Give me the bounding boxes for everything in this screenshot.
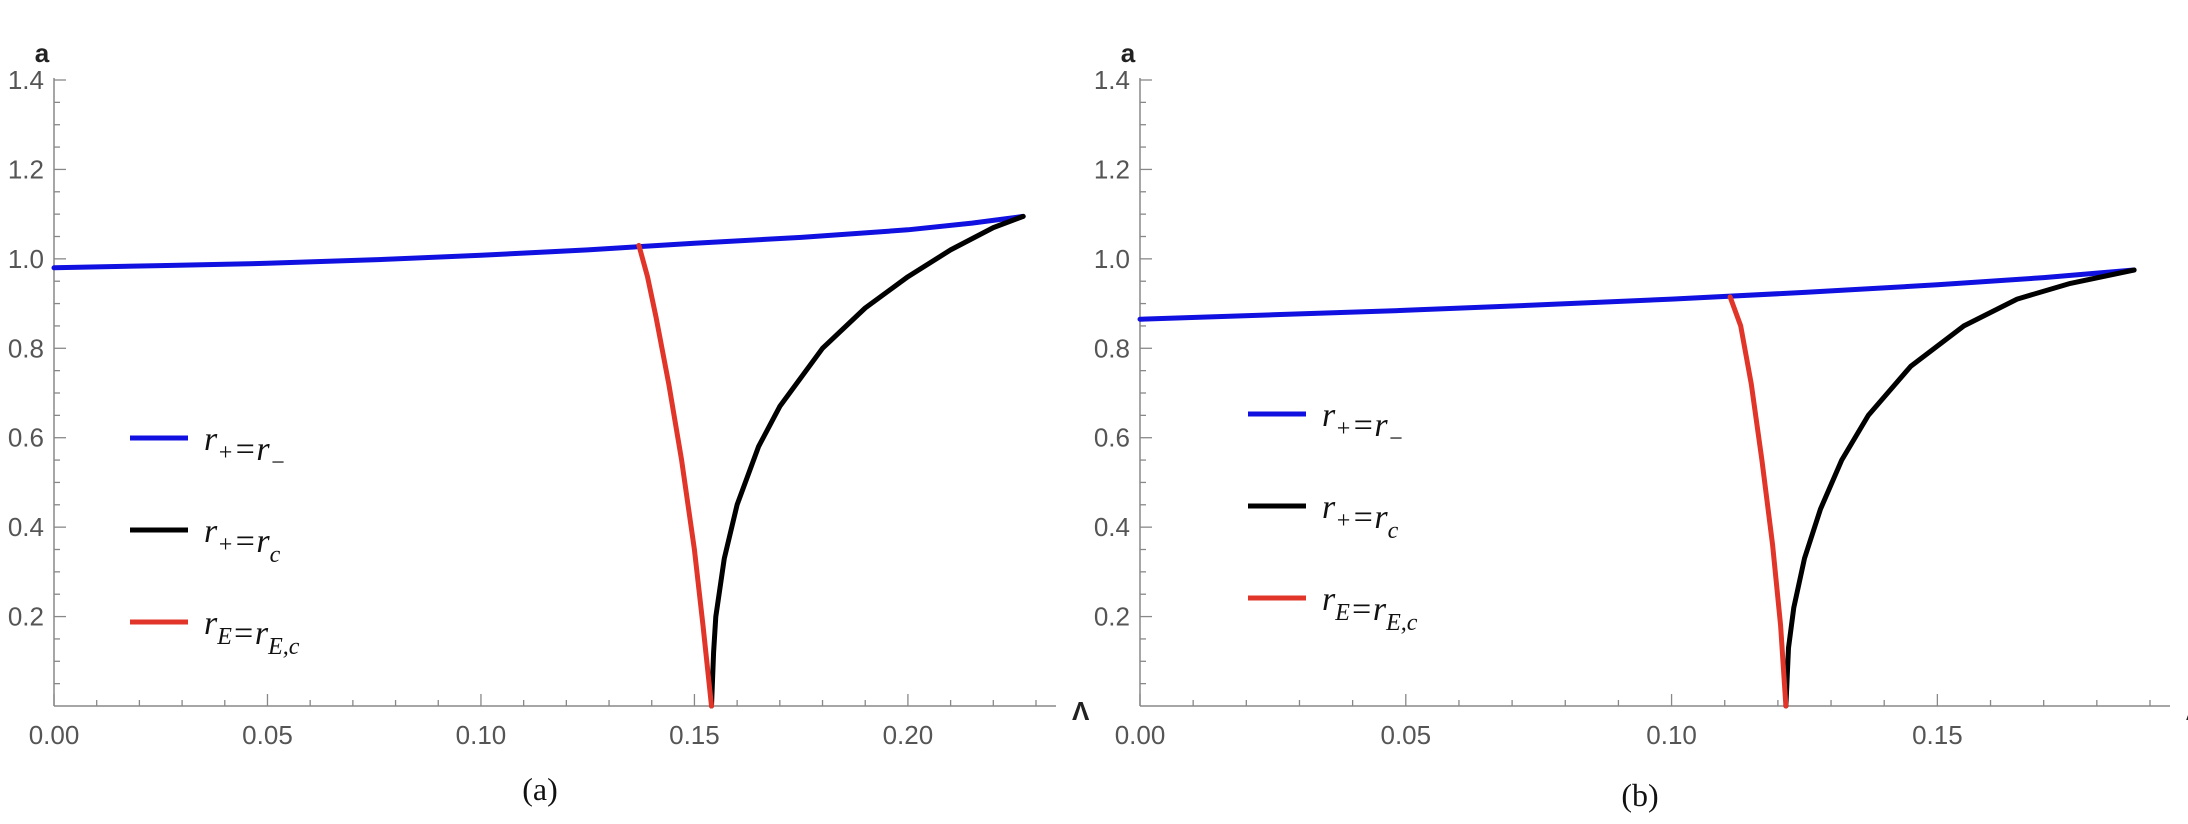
x-axis-label: Λ	[2186, 696, 2188, 726]
y-axis-label: a	[35, 38, 50, 68]
x-tick-label: 0.05	[242, 720, 293, 750]
y-tick-label: 0.4	[8, 512, 44, 542]
panel-caption: (b)	[1621, 777, 1658, 813]
legend-label: r+=rc	[1322, 489, 1399, 544]
x-tick-label: 0.00	[1115, 720, 1166, 750]
panel-b: 0.00 0.05 0.10 0.15 0.2 0.4 0.6 0.8 1.0 1.2 1.4 Λa r…	[1094, 38, 2188, 813]
y-axis-label: a	[1121, 38, 1136, 68]
series-line-0	[1137, 267, 2137, 322]
y-tick-label: 1.2	[8, 154, 44, 184]
panel-a: 0.00 0.05 0.10 0.15 0.20 0.2 0.4 0.6 0.8 1.0 1.2 1.…	[8, 38, 1090, 807]
panel-caption: (a)	[522, 771, 558, 807]
y-tick-label: 0.8	[8, 333, 44, 363]
series-line-1	[1783, 267, 2137, 709]
x-tick-label: 0.10	[1646, 720, 1697, 750]
legend-label: rE=rE,c	[1322, 581, 1418, 636]
x-tick-label: 0.05	[1380, 720, 1431, 750]
y-tick-label: 1.0	[1094, 244, 1130, 274]
legend-label: r+=r−	[204, 421, 286, 476]
y-tick-label: 0.2	[1094, 602, 1130, 632]
y-tick-label: 1.4	[8, 65, 44, 95]
legend-label: rE=rE,c	[204, 605, 300, 660]
x-tick-label: 0.20	[883, 720, 934, 750]
x-tick-label: 0.10	[456, 720, 507, 750]
x-tick-label: 0.00	[29, 720, 80, 750]
x-tick-label: 0.15	[669, 720, 720, 750]
y-tick-label: 1.2	[1094, 154, 1130, 184]
y-tick-label: 0.6	[1094, 423, 1130, 453]
y-tick-label: 0.8	[1094, 333, 1130, 363]
legend-label: r+=rc	[204, 513, 281, 568]
y-tick-label: 0.6	[8, 423, 44, 453]
x-axis-label: Λ	[1072, 696, 1090, 726]
series-line-1	[709, 213, 1026, 709]
series-line-0	[51, 213, 1026, 271]
y-tick-label: 1.4	[1094, 65, 1130, 95]
series-line-2	[1727, 294, 1789, 709]
legend-label: r+=r−	[1322, 397, 1404, 452]
y-tick-label: 1.0	[8, 244, 44, 274]
y-tick-label: 0.2	[8, 602, 44, 632]
x-tick-label: 0.15	[1912, 720, 1963, 750]
y-tick-label: 0.4	[1094, 512, 1130, 542]
series-line-2	[636, 242, 714, 709]
